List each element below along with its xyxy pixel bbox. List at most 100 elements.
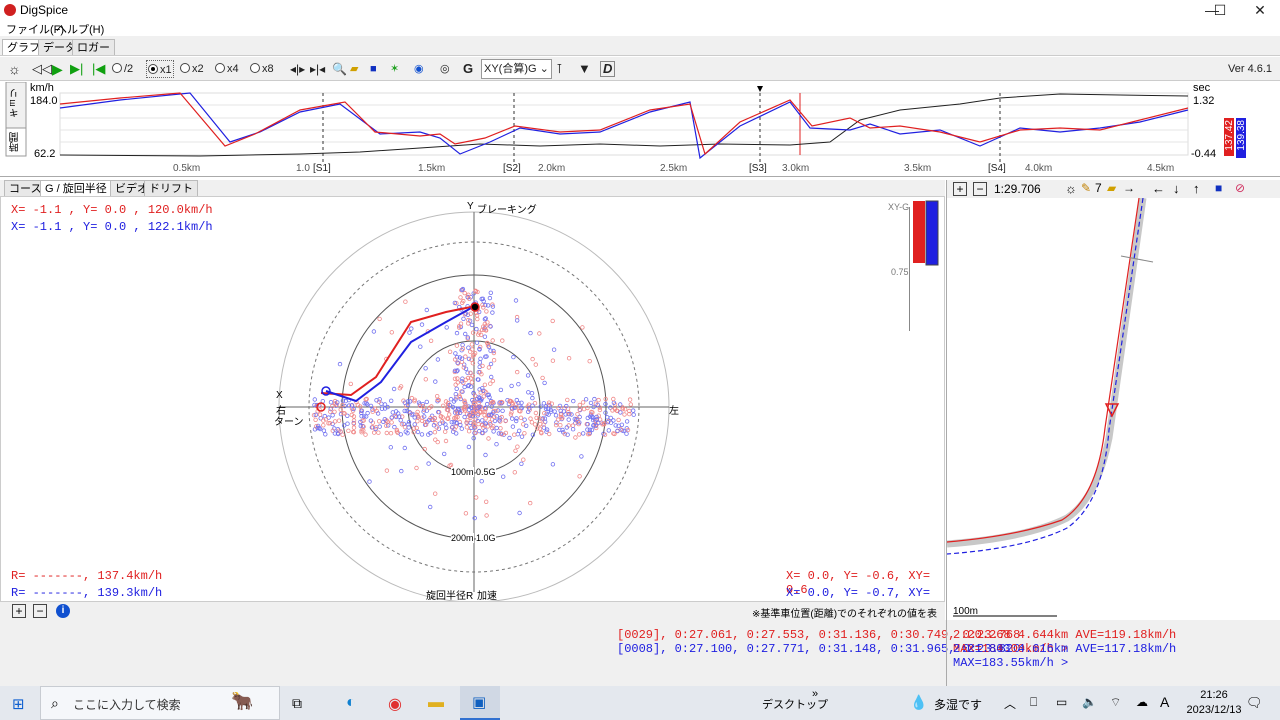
zoom-out-icon[interactable]: − xyxy=(33,604,47,618)
d-button[interactable]: D xyxy=(600,61,616,77)
g-sample-point xyxy=(472,423,477,428)
notification-icon[interactable]: 🗨 xyxy=(1246,695,1263,710)
map-down-icon[interactable]: ↓ xyxy=(1173,181,1180,196)
g-sample-point xyxy=(358,419,363,425)
g-sample-point xyxy=(414,425,419,431)
tab-logger[interactable]: ロガー xyxy=(72,39,115,55)
settings-icon[interactable]: ◎ xyxy=(440,63,450,75)
edge-icon[interactable]: ◐ xyxy=(346,694,356,711)
tab-course[interactable]: コース xyxy=(4,180,47,196)
speed-half[interactable]: /2 xyxy=(112,60,133,78)
digspice-task[interactable]: ▣ xyxy=(460,686,500,720)
clock-time[interactable]: 21:26 xyxy=(1200,689,1228,701)
g-sample-point xyxy=(473,289,479,294)
weather-text[interactable]: 多湿です xyxy=(934,698,983,712)
x-tick-sector: [S2] xyxy=(503,163,521,174)
globe-icon[interactable]: ◉ xyxy=(414,63,424,75)
tab-data[interactable]: データ xyxy=(38,39,81,55)
red-lap-summary[interactable]: 2:20.268 4.644km AVE=119.18km/h MAX=184.… xyxy=(953,628,1177,656)
g-circle-panel[interactable]: X= -1.1 , Y= 0.0 , 120.0km/h X= -1.1 , Y… xyxy=(0,196,945,614)
ime-indicator[interactable]: A xyxy=(1160,694,1170,710)
zoom-in-icon[interactable]: + xyxy=(12,604,26,618)
g-sample-point xyxy=(332,409,337,414)
speed-x8[interactable]: x8 xyxy=(250,60,274,78)
folder-icon[interactable]: ▰ xyxy=(350,63,359,75)
rewind-icon[interactable]: ◁◁ xyxy=(32,61,52,76)
menu-file[interactable]: ファイル(F) xyxy=(6,24,65,36)
volume-icon[interactable]: 🔈 xyxy=(1082,695,1097,709)
map-marker-icon[interactable]: 7 xyxy=(1095,181,1102,195)
cloud-icon[interactable]: ☁ xyxy=(1136,695,1148,709)
play-icon[interactable]: ▶ xyxy=(52,61,63,77)
g-sample-point xyxy=(345,413,350,418)
g-sample-point xyxy=(332,419,338,424)
map-zoom-out-icon[interactable]: − xyxy=(973,182,987,196)
reset-icon[interactable]: ☼ xyxy=(8,61,21,77)
windows-start-icon[interactable]: ⊞ xyxy=(12,696,25,713)
tab-g-radius[interactable]: G / 旋回半径 xyxy=(40,180,112,196)
speed-x2[interactable]: x2 xyxy=(180,60,204,78)
g-sample-point xyxy=(510,416,515,421)
g-sample-point xyxy=(370,407,375,412)
menu-help[interactable]: ヘルプ(H) xyxy=(56,24,105,36)
maximize-button[interactable]: ☐ xyxy=(1213,2,1227,18)
map-search-icon[interactable]: ✎ xyxy=(1081,181,1092,195)
speed-graph[interactable]: km/h 184.0 62.2 sec 1.32 -0.44 キョリ 時間 13… xyxy=(0,82,1280,177)
map-up-icon[interactable]: ↑ xyxy=(1193,181,1200,196)
map-panel[interactable]: + − 1:29.706 ☼ ✎ 7 ▰ → ← ↓ ↑ ■ ⊘ 100m xyxy=(946,180,1280,620)
g-sample-point xyxy=(566,411,571,417)
g-sample-point xyxy=(345,421,350,426)
step-forward-icon[interactable]: ▶| xyxy=(70,61,84,76)
side-tab-distance[interactable]: キョリ xyxy=(10,88,21,118)
tray-device-icon[interactable]: ⎕ xyxy=(1030,695,1038,709)
task-view-icon[interactable]: ⧉ xyxy=(292,695,302,711)
save-icon[interactable]: ■ xyxy=(370,63,377,75)
desktop-label[interactable]: デスクトップ xyxy=(762,699,828,711)
tab-drift[interactable]: ドリフト xyxy=(144,180,198,196)
map-eraser-icon[interactable]: ⊘ xyxy=(1235,181,1246,195)
cursor-icon[interactable]: ⊺ xyxy=(556,61,563,76)
mode-select[interactable]: XY(合算)G ⌄ xyxy=(481,59,552,79)
g-sample-point xyxy=(514,418,519,424)
speed-x4[interactable]: x4 xyxy=(215,60,239,78)
g-sample-point xyxy=(470,409,476,414)
map-center-icon[interactable]: ☼ xyxy=(1065,181,1077,196)
map-zoom-in-icon[interactable]: + xyxy=(953,182,967,196)
red-bar-value: 137.42 xyxy=(1224,120,1235,151)
g-sample-point xyxy=(388,445,393,450)
wand-icon[interactable]: ✶ xyxy=(390,63,400,75)
expand-horizontal-icon[interactable]: ◂|▸ xyxy=(290,62,306,76)
map-right-icon[interactable]: → xyxy=(1123,181,1135,195)
taskbar-search[interactable]: ⌕ ここに入力して検索 🐂 xyxy=(40,686,280,720)
close-button[interactable]: ✕ xyxy=(1254,2,1266,18)
speed-x1[interactable]: x1 xyxy=(146,60,174,78)
map-left-icon[interactable]: ← xyxy=(1152,181,1165,196)
shrink-horizontal-icon[interactable]: ▸|◂ xyxy=(310,62,326,76)
tray-up-icon[interactable]: ︿ xyxy=(1004,697,1017,711)
search-icon[interactable]: 🔍 xyxy=(332,62,347,76)
g-sample-point xyxy=(591,423,596,428)
step-back-icon[interactable]: |◀ xyxy=(92,61,106,76)
map-save-icon[interactable]: ■ xyxy=(1215,181,1223,195)
g-sample-point xyxy=(577,407,582,412)
g-sample-point xyxy=(618,402,623,407)
clock-date[interactable]: 2023/12/13 xyxy=(1186,704,1242,716)
side-tab-time[interactable]: 時間 xyxy=(10,132,21,152)
g-button[interactable]: G xyxy=(463,61,474,76)
g-sample-point xyxy=(407,330,412,335)
g-sample-point xyxy=(462,362,467,367)
battery-icon[interactable]: ▭ xyxy=(1056,695,1068,709)
marker-icon[interactable]: ▼ xyxy=(578,61,591,76)
info-icon[interactable]: i xyxy=(56,604,70,618)
g-sample-point xyxy=(433,491,438,496)
tab-video[interactable]: ビデオ xyxy=(110,180,153,196)
minimize-button[interactable]: — xyxy=(1205,2,1219,18)
g-sample-point xyxy=(455,376,460,381)
map-folder-icon[interactable]: ▰ xyxy=(1107,181,1117,195)
chevron-icon[interactable]: » xyxy=(812,688,819,700)
g-sample-point xyxy=(485,401,490,407)
network-icon[interactable]: ⌔ xyxy=(1110,695,1122,709)
blue-lap-summary[interactable]: 2:21.803 4.616km AVE=117.18km/h MAX=183.… xyxy=(953,642,1177,670)
explorer-icon[interactable]: ▬ xyxy=(428,694,444,711)
chrome-icon[interactable]: ◉ xyxy=(388,696,402,713)
